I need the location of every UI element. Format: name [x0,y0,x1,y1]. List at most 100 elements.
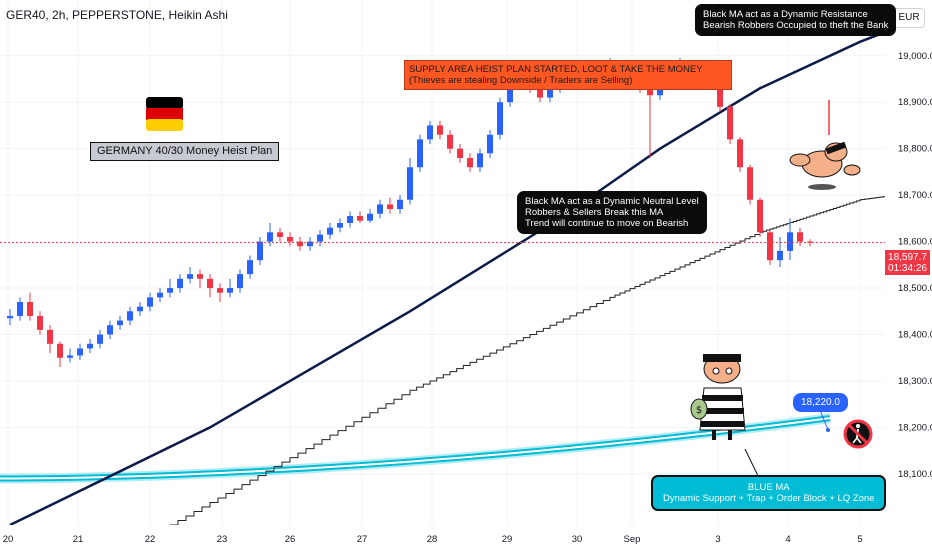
neutral-note: Black MA act as a Dynamic Neutral Level … [517,191,707,234]
candle-body [67,355,73,358]
blue-ma-band [0,413,831,484]
price-tick-label: 18,400.0 [898,330,932,341]
candle-body [217,288,223,293]
price-tick-label: 18,700.0 [898,190,932,201]
candle-body [247,260,253,275]
candle-body [147,297,153,307]
candle-body [97,334,103,344]
time-axis: 20 21 22 23 26 27 28 29 30 Sep 3 4 5 [3,534,863,545]
time-tick-label: 28 [427,534,438,545]
time-tick-label: 22 [145,534,156,545]
candle-body [757,199,763,233]
robber-icon: $ [690,354,746,440]
candle-body [387,204,393,210]
candle-body [257,241,263,261]
candle-body [277,232,283,237]
blue-ma-line [0,417,831,480]
candle-body [787,232,793,251]
candle-body [27,301,33,316]
black-ma-line [9,30,885,525]
candle-body [307,241,313,247]
candle-body [317,234,323,242]
blue-ma-price-tag: 18,220.0 [793,393,848,412]
price-tick-label: 19,000.0 [898,51,932,62]
plan-title: GERMANY 40/30 Money Heist Plan [90,142,280,161]
robber-falling-icon [789,100,861,190]
candle-body [87,343,93,349]
candle-body [47,329,53,344]
candle-body [377,204,383,214]
bar-countdown: 01:34:26 [888,263,927,274]
candle-body [367,213,373,221]
price-tag [885,250,930,275]
time-tick-label: 29 [502,534,513,545]
price-tick-label: 18,300.0 [898,376,932,387]
candle-body [357,216,363,221]
candle-body [537,88,543,98]
candle-body [267,232,273,242]
candle-body [37,315,43,330]
candle-body [407,167,413,200]
candle-body [727,106,733,140]
candle-body [477,153,483,168]
gray-ma-line [170,196,885,525]
candle-body [807,241,813,243]
candle-body [457,148,463,158]
candle-body [767,232,773,261]
candle-body [777,250,783,261]
candle-body [187,274,193,279]
annotation-dot [826,428,830,432]
annotation-arrow [744,448,761,481]
candle-body [17,301,23,316]
price-axis: 18,100.0 18,200.0 18,300.0 18,400.0 18,500.0… [898,51,932,480]
candle-body [717,74,723,107]
candle-body [167,288,173,293]
candle-body [207,278,213,289]
candle-body [447,134,453,149]
chart-title: GER40, 2h, PEPPERSTONE, Heikin Ashi [6,8,228,22]
candle-body [347,216,353,224]
candle-body [287,236,293,242]
price-tick-label: 18,200.0 [898,422,932,433]
price-tick-label: 18,800.0 [898,144,932,155]
candle-body [227,288,233,293]
candle-body [77,348,83,356]
time-tick-label: Sep [624,534,641,545]
candle-body [337,223,343,228]
candle-body [547,88,553,98]
candle-body [487,134,493,154]
candle-body [747,167,753,200]
last-price-value: 18,597.7 [888,252,927,263]
time-tick-label: 20 [3,534,14,545]
currency-selector[interactable]: EUR [893,8,925,28]
price-tick-label: 18,900.0 [898,97,932,108]
time-tick-label: 23 [217,534,228,545]
candle-body [467,157,473,168]
candle-body [177,278,183,289]
candle-body [197,274,203,279]
candle-body [57,343,63,358]
candle-body [397,199,403,210]
candle-body [7,315,13,319]
candle-body [427,125,433,140]
candle-body [737,139,743,168]
time-tick-label: 21 [73,534,84,545]
svg-text:$: $ [696,405,702,416]
time-tick-label: 5 [857,534,862,545]
candle-body [117,320,123,326]
candle-body [157,292,163,298]
candle-body [417,139,423,168]
time-tick-label: 30 [572,534,583,545]
candle-body [647,88,653,96]
candle-body [297,241,303,247]
resistance-note: Black MA act as a Dynamic Resistance Bea… [695,4,897,36]
supply-note: SUPPLY AREA HEIST PLAN STARTED, LOOT & T… [404,60,732,90]
candle-body [437,125,443,135]
candle-body [107,325,113,335]
no-pedestrian-icon [843,419,873,449]
candle-body [127,311,133,321]
time-tick-label: 27 [357,534,368,545]
candle-body [797,232,803,242]
price-tick-label: 18,500.0 [898,283,932,294]
